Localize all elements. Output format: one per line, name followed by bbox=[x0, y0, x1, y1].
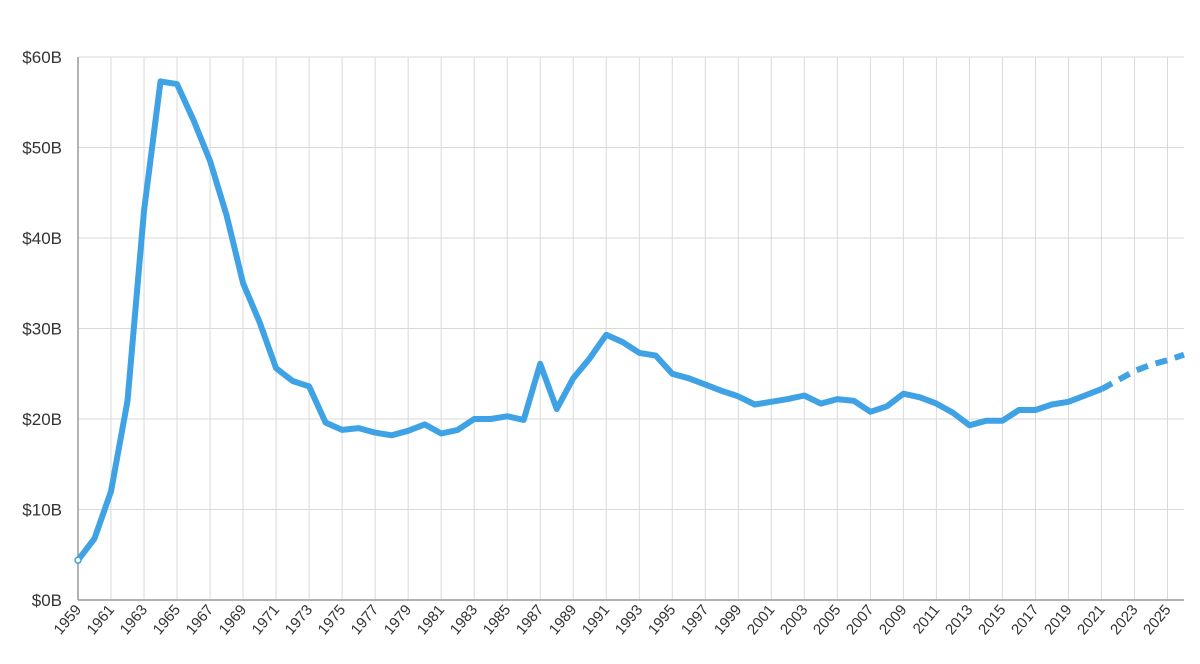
y-tick-label: $10B bbox=[22, 501, 62, 520]
x-tick-label: 2007 bbox=[843, 602, 877, 638]
x-tick-labels: 1959196119631965196719691971197319751977… bbox=[51, 602, 1175, 638]
x-tick-label: 1999 bbox=[711, 602, 745, 638]
x-tick-label: 1983 bbox=[447, 602, 481, 638]
x-tick-label: 2003 bbox=[777, 602, 811, 638]
x-tick-label: 2017 bbox=[1008, 602, 1042, 638]
x-tick-label: 1985 bbox=[480, 602, 514, 638]
x-tick-label: 1963 bbox=[117, 602, 151, 638]
x-tick-label: 1967 bbox=[183, 602, 217, 638]
grid bbox=[77, 56, 1184, 600]
x-tick-label: 1993 bbox=[612, 602, 646, 638]
x-tick-label: 1991 bbox=[579, 602, 613, 638]
data-line bbox=[75, 78, 1103, 563]
start-point-marker bbox=[74, 556, 82, 564]
projection-line bbox=[1100, 351, 1185, 392]
x-tick-label: 1969 bbox=[216, 602, 250, 638]
x-tick-label: 1987 bbox=[513, 602, 547, 638]
x-tick-label: 2015 bbox=[975, 602, 1009, 638]
x-tick-label: 2023 bbox=[1107, 602, 1141, 638]
y-tick-label: $60B bbox=[22, 48, 62, 67]
x-tick-label: 1997 bbox=[678, 602, 712, 638]
x-tick-label: 1973 bbox=[282, 602, 316, 638]
y-tick-labels: $0B $10B $20B $30B $40B $50B $60B bbox=[22, 48, 62, 610]
x-tick-label: 1975 bbox=[315, 602, 349, 638]
x-tick-label: 1971 bbox=[249, 602, 283, 638]
series-lines bbox=[74, 78, 1185, 564]
x-tick-label: 2025 bbox=[1140, 602, 1174, 638]
x-tick-label: 1961 bbox=[84, 602, 118, 638]
x-tick-label: 1977 bbox=[348, 602, 382, 638]
y-tick-label: $20B bbox=[22, 410, 62, 429]
x-tick-label: 2005 bbox=[810, 602, 844, 638]
axes bbox=[77, 57, 1184, 601]
y-tick-label: $40B bbox=[22, 229, 62, 248]
y-tick-label: $30B bbox=[22, 320, 62, 339]
y-tick-label: $50B bbox=[22, 139, 62, 158]
y-tick-label: $0B bbox=[32, 591, 62, 610]
x-tick-label: 2019 bbox=[1041, 602, 1075, 638]
x-tick-label: 1979 bbox=[381, 602, 415, 638]
x-tick-label: 1965 bbox=[150, 602, 184, 638]
x-tick-label: 1995 bbox=[645, 602, 679, 638]
x-tick-label: 2021 bbox=[1074, 602, 1108, 638]
x-tick-label: 2013 bbox=[942, 602, 976, 638]
x-tick-label: 2009 bbox=[876, 602, 910, 638]
x-tick-label: 2001 bbox=[744, 602, 778, 638]
x-tick-label: 1989 bbox=[546, 602, 580, 638]
x-tick-label: 2011 bbox=[910, 602, 944, 638]
x-tick-label: 1981 bbox=[414, 602, 448, 638]
